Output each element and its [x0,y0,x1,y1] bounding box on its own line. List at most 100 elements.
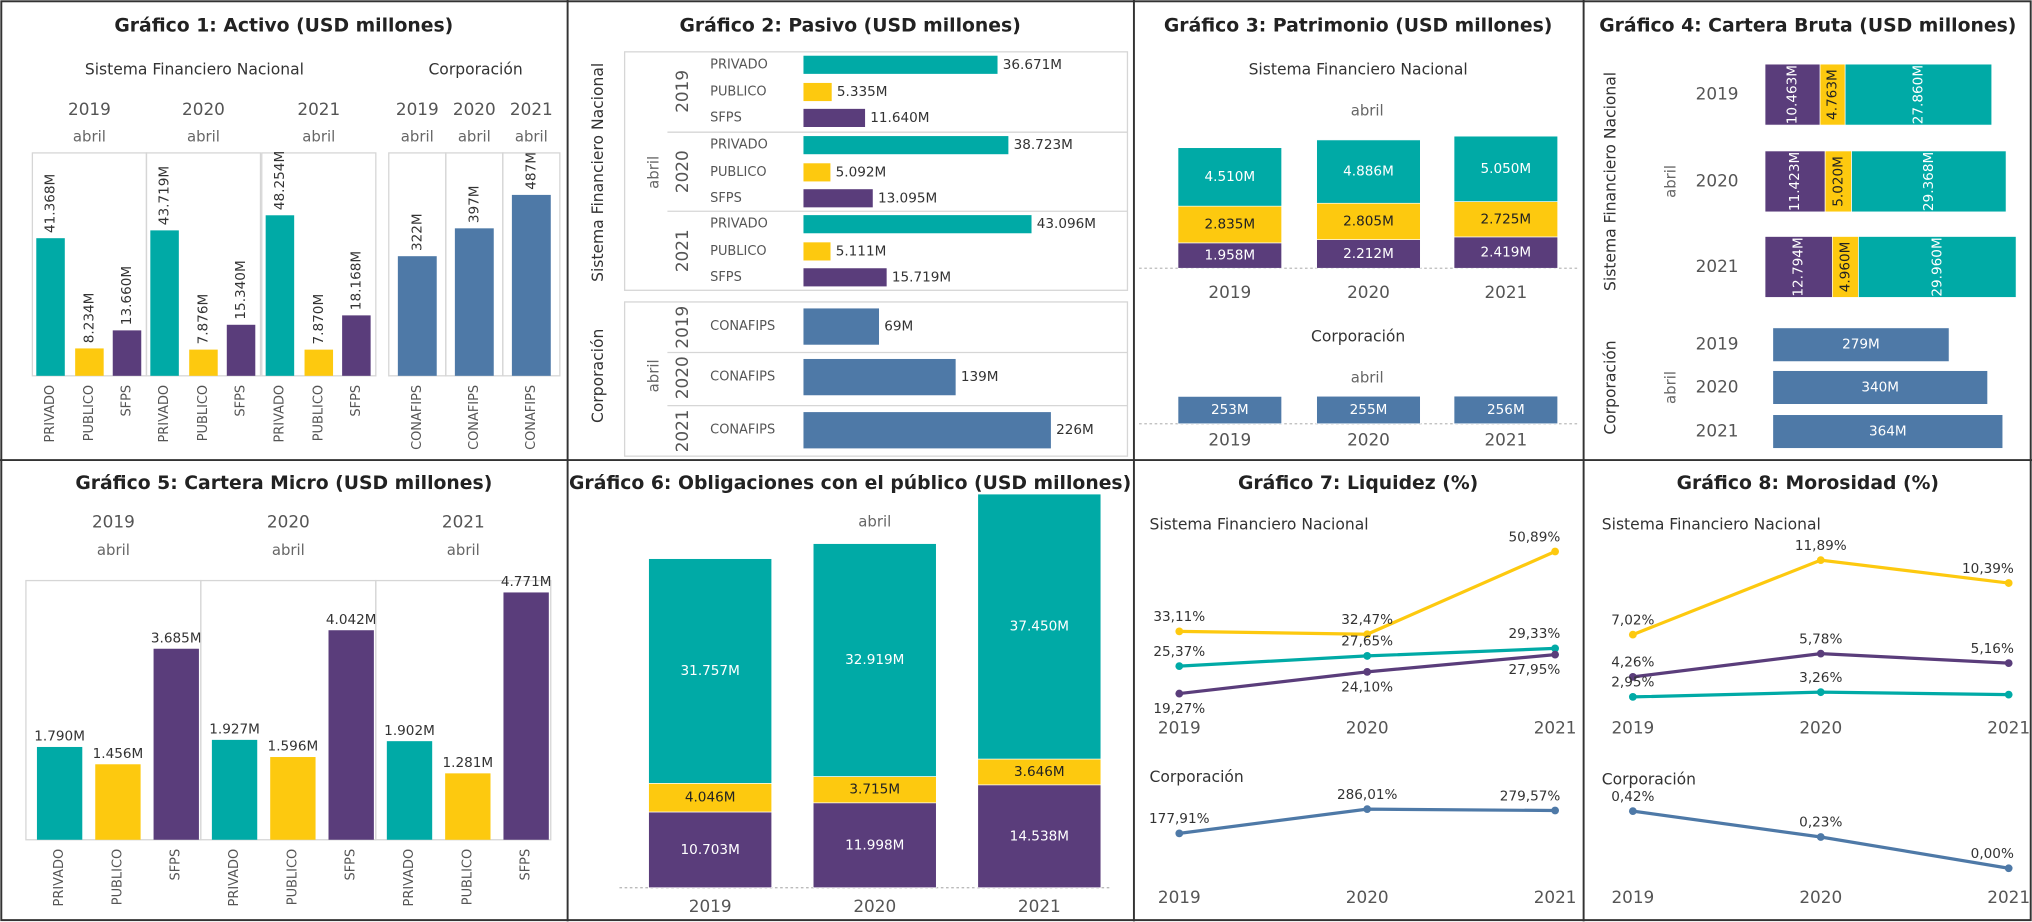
category-label: PUBLICO [196,385,211,441]
bar [803,163,831,182]
value-label: 32,47% [1341,612,1393,628]
value-label: 4.960M [1837,242,1853,293]
value-label: 255M [1350,402,1388,418]
chart-title: Gráfico 7: Liquidez (%) [1238,473,1478,494]
value-label: 3,26% [1799,670,1842,686]
value-label: 1.902M [384,723,435,739]
point [1628,807,1637,816]
category-label: PUBLICO [460,849,475,905]
value-label: 340M [1861,379,1899,395]
point [1551,650,1559,659]
year-label: 2019 [1208,282,1251,302]
year-label: 2020 [1347,430,1390,450]
month-label: abril [1351,101,1384,119]
bar-segment [1177,242,1282,269]
bar-segment [1453,201,1559,238]
value-label: 2.835M [1205,217,1256,233]
year-label: 2020 [853,896,896,916]
section-frame [623,51,1129,291]
year-label: 2019 [689,896,732,916]
category-label: CONAFIPS [710,370,775,385]
bar [265,215,295,376]
section-label: Sistema Financiero Nacional [1249,60,1468,78]
value-label: 487M [523,152,539,190]
bar [454,228,494,376]
year-label: 2019 [1696,84,1739,104]
value-label: 27.860M [1910,65,1926,124]
value-label: 12.794M [1791,237,1807,296]
bar-segment [1764,236,1833,298]
year-label: 2021 [297,99,340,119]
value-label: 13.660M [119,266,135,325]
category-label: CONAFIPS [710,319,775,334]
value-label: 10,39% [1962,561,2014,577]
value-label: 2.212M [1343,246,1394,262]
value-label: 5,78% [1799,631,1842,647]
section-label: Sistema Financiero Nacional [1149,515,1368,533]
value-label: 177,91% [1149,811,1210,827]
bar-segment [1453,395,1559,425]
bar-segment [1772,370,1988,405]
month-label: abril [187,127,220,145]
year-label: 2019 [1208,430,1251,450]
value-label: 3.646M [1014,764,1065,780]
category-label: CONAFIPS [410,385,425,450]
value-label: 15.340M [233,260,249,319]
chart-title: Gráfico 5: Cartera Micro (USD millones) [75,473,492,494]
category-label: PRIVADO [272,385,287,443]
category-label: PUBLICO [710,165,766,180]
year-label: 2020 [453,99,496,119]
value-label: 33,11% [1153,609,1205,625]
category-label: SFPS [519,849,534,881]
value-label: 29.368M [1921,152,1937,211]
bar [36,746,83,840]
value-label: 41.368M [43,174,59,233]
year-label: 2021 [1018,896,1061,916]
category-label: PRIVADO [157,385,172,443]
point [1363,667,1372,676]
month-label: abril [73,127,106,145]
bar [226,324,256,376]
bar [511,194,551,376]
value-label: 4.046M [685,790,736,806]
year-label: 2021 [1696,421,1739,441]
year-label: 2019 [1696,334,1739,354]
value-label: 31.757M [681,663,740,679]
year-label: 2019 [396,99,439,119]
bar [803,242,831,261]
category-label: PRIVADO [710,217,768,232]
value-label: 0,23% [1799,815,1842,831]
bar [803,215,1032,234]
bar-segment [648,811,773,889]
value-label: 1.281M [442,755,493,771]
bar-segment [977,493,1102,760]
bar-segment [1177,396,1282,425]
line [1632,558,2009,637]
year-label: 2020 [1799,717,1842,737]
value-label: 5.111M [836,243,887,259]
year-label: 2021 [1987,887,2030,907]
chart-title: Gráfico 6: Obligaciones con el público (… [569,473,1131,494]
point [2004,690,2013,699]
year-label: 2020 [1799,887,1842,907]
value-label: 25,37% [1153,644,1205,660]
bar-segment [1844,63,1993,126]
value-label: 5,16% [1971,641,2014,657]
bar [386,741,433,840]
value-label: 253M [1211,402,1249,418]
bar-segment [1819,63,1846,126]
bar-segment [1316,139,1421,204]
value-label: 29,33% [1508,626,1560,642]
value-label: 11,89% [1795,538,1847,554]
month-label: abril [447,541,480,559]
year-label: 2019 [92,511,135,531]
point [1363,652,1372,660]
value-label: 4.886M [1343,164,1394,180]
point [1628,630,1637,639]
value-label: 0,42% [1611,789,1654,805]
bar-segment [1453,236,1559,269]
category-label: SFPS [710,270,742,285]
value-label: 4,26% [1611,655,1654,671]
bar [503,592,549,840]
